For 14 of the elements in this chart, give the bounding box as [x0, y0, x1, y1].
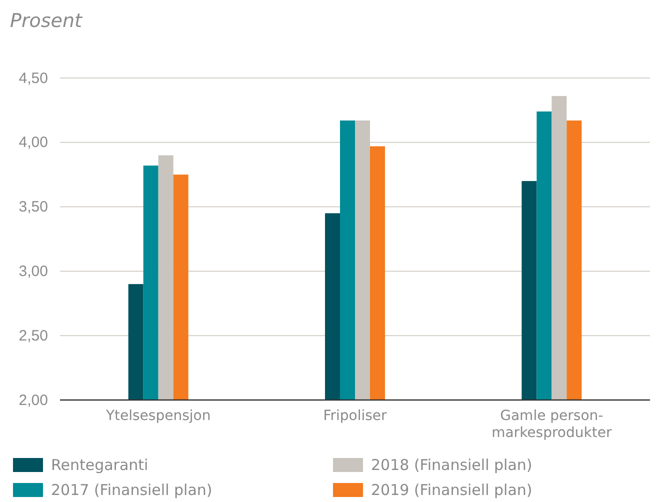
y-tick-label: 2,50 — [18, 327, 48, 344]
x-tick-label: Gamle person-markesprodukter — [492, 408, 612, 441]
y-tick-label: 3,00 — [18, 263, 48, 280]
y-tick-label: 2,00 — [18, 392, 48, 409]
legend-label: 2017 (Finansiell plan) — [51, 481, 212, 499]
legend-label: Rentegaranti — [51, 456, 148, 474]
x-tick-label: Fripoliser — [323, 408, 388, 424]
legend-label: 2019 (Finansiell plan) — [371, 481, 532, 499]
x-tick-label: Ytelsespensjon — [104, 408, 211, 424]
y-tick-label: 3,50 — [18, 198, 48, 216]
y-tick-label: 4,50 — [18, 70, 48, 87]
y-axis-title: Prosent — [10, 10, 84, 32]
y-tick-label: 4,00 — [18, 134, 48, 152]
legend-label: 2018 (Finansiell plan) — [371, 456, 532, 474]
